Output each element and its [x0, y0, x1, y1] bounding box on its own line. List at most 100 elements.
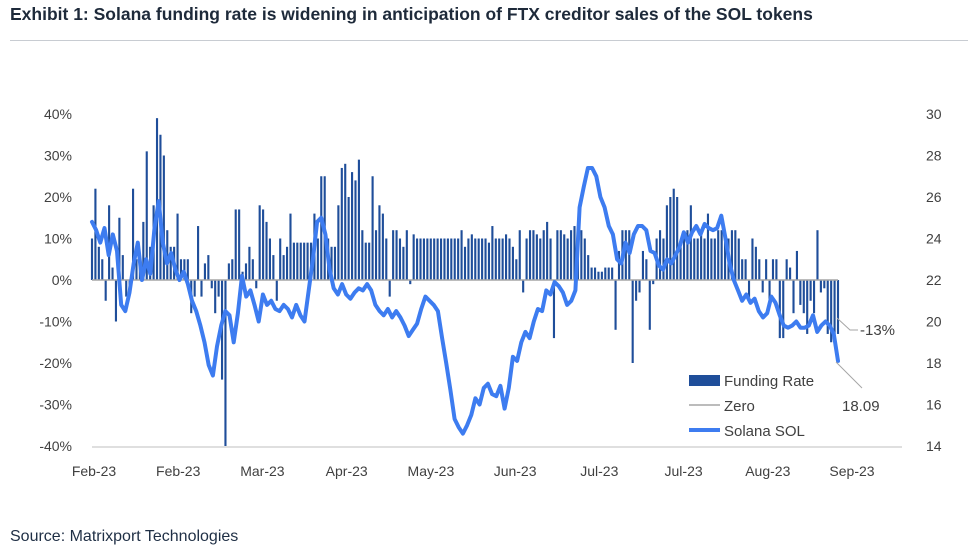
x-tick-label: Feb-23	[72, 463, 117, 479]
x-tick-label: Apr-23	[326, 463, 368, 479]
funding-bar	[754, 246, 757, 280]
x-tick-label: Jun-23	[494, 463, 537, 479]
x-tick-label: Jul-23	[665, 463, 703, 479]
funding-bar	[515, 259, 518, 280]
funding-bar	[573, 226, 576, 280]
funding-bar	[351, 172, 354, 280]
funding-bar	[720, 230, 723, 280]
funding-bar	[207, 255, 210, 280]
funding-bar	[836, 280, 840, 334]
funding-bar	[768, 280, 771, 301]
funding-end-leader	[836, 317, 858, 331]
funding-bar	[378, 205, 381, 280]
sol-end-leader	[835, 361, 863, 389]
y-left-tick-label: 0%	[52, 272, 72, 288]
funding-bar	[505, 234, 508, 280]
funding-bar	[481, 238, 484, 280]
funding-bar	[806, 280, 809, 334]
funding-bar	[556, 230, 559, 280]
funding-bar	[135, 259, 138, 280]
funding-bar	[279, 238, 282, 280]
y-right-tick-label: 26	[926, 189, 942, 205]
funding-bar	[118, 217, 121, 280]
funding-bar	[552, 280, 556, 339]
y-right-tick-label: 16	[926, 397, 942, 413]
funding-bar	[125, 280, 128, 297]
y-right-tick-label: 30	[926, 106, 942, 122]
funding-bar	[162, 155, 165, 280]
x-tick-label: Jul-23	[580, 463, 618, 479]
funding-bar	[809, 280, 812, 301]
y-right-tick-label: 18	[926, 355, 942, 371]
funding-bar	[751, 238, 754, 280]
funding-bar	[255, 280, 258, 289]
funding-bar	[645, 259, 648, 280]
funding-bar	[652, 280, 655, 285]
funding-bar	[217, 280, 220, 297]
funding-bar	[799, 280, 802, 305]
funding-bar	[306, 242, 309, 280]
funding-bar	[429, 238, 432, 280]
y-left-tick-label: 20%	[44, 189, 72, 205]
legend-label-sol: Solana SOL	[724, 423, 805, 440]
funding-bar	[142, 221, 145, 280]
funding-bar	[559, 230, 562, 280]
funding-bar	[611, 267, 614, 280]
funding-bar	[330, 246, 333, 280]
funding-bar	[597, 271, 600, 280]
funding-bar	[200, 280, 203, 297]
funding-bar	[405, 230, 408, 280]
funding-bar	[101, 259, 104, 280]
funding-bar	[176, 213, 179, 280]
chart-title: Exhibit 1: Solana funding rate is wideni…	[10, 4, 813, 24]
y-right-tick-label: 14	[926, 438, 942, 454]
funding-bar	[758, 259, 761, 280]
funding-bar	[183, 259, 186, 280]
funding-bar	[193, 280, 196, 297]
funding-bar	[337, 205, 340, 280]
funding-bar	[368, 242, 371, 280]
funding-bar	[282, 255, 285, 280]
funding-bar	[713, 238, 716, 280]
funding-bar	[114, 280, 118, 322]
funding-bar	[422, 238, 425, 280]
funding-bar	[484, 238, 487, 280]
funding-bar	[693, 238, 696, 280]
funding-bar	[802, 280, 805, 314]
funding-bar	[354, 180, 357, 280]
funding-bar	[155, 118, 159, 281]
funding-bar	[409, 280, 412, 285]
funding-bar	[607, 267, 610, 280]
funding-bar	[412, 234, 415, 280]
funding-bar	[443, 238, 446, 280]
funding-bar	[392, 230, 395, 280]
funding-bar	[703, 238, 706, 280]
funding-bar	[463, 246, 467, 280]
funding-bar	[333, 246, 337, 280]
funding-bar	[546, 221, 549, 280]
funding-bar	[231, 259, 234, 280]
funding-bar	[566, 238, 569, 280]
funding-bar	[570, 230, 573, 280]
legend-swatch-funding	[689, 375, 720, 386]
funding-bar	[457, 238, 460, 280]
y-left-tick-label: -30%	[39, 397, 72, 413]
funding-bar	[717, 230, 720, 280]
y-left-tick-label: 10%	[44, 231, 72, 247]
funding-bar	[535, 234, 538, 280]
funding-bar	[744, 259, 747, 280]
legend-label-zero: Zero	[724, 398, 755, 415]
funding-bar	[97, 246, 100, 280]
funding-bar	[262, 209, 265, 280]
y-left-tick-label: -40%	[39, 438, 72, 454]
funding-bar	[395, 230, 398, 280]
funding-bar	[446, 238, 449, 280]
funding-bar	[179, 259, 183, 280]
source-note: Source: Matrixport Technologies	[10, 528, 239, 545]
funding-bar	[214, 280, 217, 314]
funding-bar	[433, 238, 436, 280]
funding-bar	[381, 213, 384, 280]
funding-bar	[528, 230, 532, 280]
funding-bar	[580, 230, 583, 280]
legend-label-funding: Funding Rate	[724, 373, 814, 390]
